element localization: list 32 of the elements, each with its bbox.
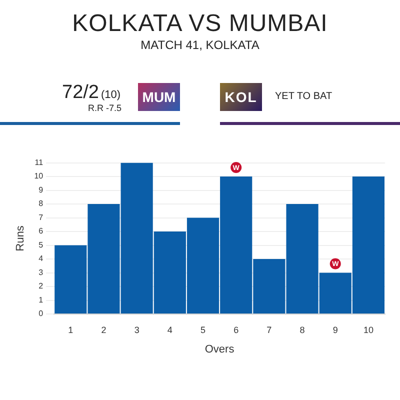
x-axis-title: Overs (204, 343, 235, 356)
text: 72/2 (62, 82, 99, 103)
badge: MUM (138, 83, 180, 111)
text: YET TO BAT (275, 91, 332, 102)
x-tick-label: 10 (363, 324, 374, 335)
x-tick-label: 5 (200, 324, 206, 335)
x-tick-label: 2 (101, 324, 106, 335)
x-tick-label: 6 (234, 324, 239, 335)
y-axis-title: Runs (14, 225, 27, 252)
chart-title: KOLKATA VS MUMBAI (71, 10, 329, 38)
y-tick-label: 10 (34, 172, 44, 181)
x-tick-label: 1 (68, 324, 74, 335)
x-tick-label: 4 (167, 324, 172, 335)
y-tick-label: 0 (38, 309, 44, 318)
y-tick-label: 2 (38, 282, 44, 291)
badge: KOL (220, 83, 262, 111)
y-tick-label: 3 (38, 268, 44, 277)
y-tick-label: 5 (38, 240, 44, 250)
y-tick-label: 9 (38, 185, 44, 194)
y-tick-label: 7 (38, 212, 44, 222)
x-tick-label: 3 (134, 324, 140, 335)
x-tick-label: 8 (300, 324, 305, 335)
y-tick-label: 8 (38, 199, 44, 208)
x-tick-label: 7 (266, 324, 272, 335)
text: (10) (100, 89, 121, 101)
y-tick-label: 4 (38, 254, 44, 264)
x-tick-label: 9 (332, 324, 338, 335)
y-tick-label: 11 (34, 158, 44, 168)
y-tick-label: 1 (38, 295, 44, 304)
chart-subtitle: MATCH 41, KOLKATA (140, 38, 260, 52)
text: R.R -7.5 (88, 103, 122, 113)
y-tick-label: 6 (38, 226, 44, 236)
